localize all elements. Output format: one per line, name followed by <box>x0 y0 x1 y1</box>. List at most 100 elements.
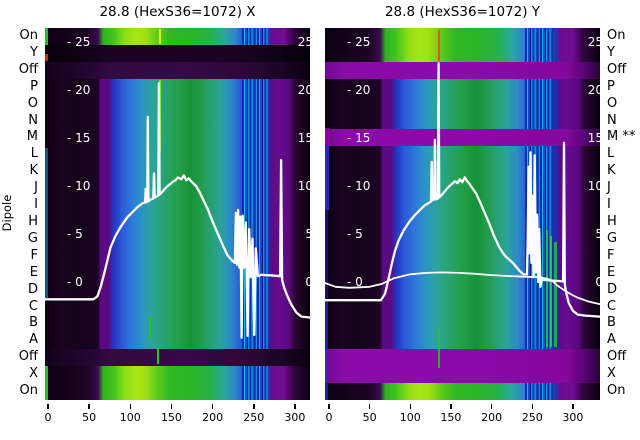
ytick-label-inner-right-10: 10 <box>297 179 310 193</box>
stripe-overlay <box>525 78 553 97</box>
row-label-right-F-13: F <box>607 247 615 263</box>
row-label-left-I-10: I <box>34 197 38 213</box>
row-label-right-H-11: H <box>607 214 617 229</box>
stripe-overlay <box>525 44 553 63</box>
ytick-label-inner-left-25: - 25 <box>67 35 91 49</box>
row-label-left-N-5: N <box>28 112 38 128</box>
row-label-left-D-15: D <box>27 281 38 297</box>
heatmap-row-on-21 <box>325 383 600 400</box>
accent-mark-5 <box>159 80 161 152</box>
row-label-left-H-11: H <box>28 214 38 229</box>
stripe-overlay <box>242 230 268 249</box>
stripe-overlay <box>525 315 553 334</box>
row-label-left-Off-19: Off <box>18 349 38 365</box>
stripe-overlay <box>242 315 268 334</box>
heatmap-row-g-12 <box>45 230 310 249</box>
stripe-overlay <box>525 214 553 232</box>
title-panel-x: 28.8 (HexS36=1072) X <box>99 4 256 20</box>
x-tick-mark-50 <box>88 404 90 409</box>
accent-mark-1 <box>325 146 329 210</box>
row-label-left-M-6: M <box>26 129 38 145</box>
heatmap-row-d-15 <box>45 281 310 300</box>
stripe-overlay <box>242 180 268 199</box>
heatmap-row-c-16 <box>325 298 600 317</box>
ytick-label-inner-left-15: - 15 <box>347 131 371 145</box>
stripe-overlay <box>242 264 268 283</box>
ytick-label-inner-right-0: 0 <box>305 275 310 289</box>
ytick-label-inner-right-15: 15 <box>587 131 600 145</box>
ytick-label-inner-left-10: - 10 <box>347 179 371 193</box>
heatmap-row-l-7 <box>45 146 310 165</box>
accent-mark-6 <box>546 230 548 347</box>
stripe-overlay <box>242 163 268 182</box>
x-tick-mark-250 <box>531 404 533 409</box>
heatmap-row-off-2 <box>45 61 310 80</box>
x-axis-panel-y: 0 50 100 150 200 250 300 <box>325 400 600 436</box>
x-tick-label-250: 250 <box>521 411 543 424</box>
row-label-right-G-12: G <box>607 230 618 246</box>
accent-mark-5 <box>438 328 440 368</box>
heatmap-row-a-18 <box>45 332 310 351</box>
stripe-overlay <box>525 180 553 199</box>
x-tick-mark-0 <box>328 404 330 409</box>
heatmap-row-y-1 <box>325 44 600 63</box>
x-tick-mark-300 <box>572 404 574 409</box>
heatmap-row-on-0 <box>45 28 310 46</box>
heatmap-row-o-4 <box>325 95 600 114</box>
heatmap-row-b-17 <box>45 315 310 334</box>
row-label-right-O-4: O <box>607 95 618 111</box>
accent-mark-0 <box>45 28 48 45</box>
heatmap-row-g-12 <box>325 230 600 249</box>
row-label-left-L-7: L <box>30 146 38 162</box>
row-label-left-B-17: B <box>29 315 38 331</box>
ytick-label-inner-left-20: - 20 <box>347 83 371 97</box>
x-tick-label-300: 300 <box>562 411 584 424</box>
ytick-label-inner-right-25: 25 <box>587 35 600 49</box>
accent-mark-2 <box>45 148 48 298</box>
row-label-right-Off-2: Off <box>607 61 627 77</box>
x-tick-label-200: 200 <box>481 411 503 424</box>
accent-mark-7 <box>157 348 159 364</box>
row-label-right-M-6: M ** <box>607 129 636 145</box>
heatmap-row-x-20 <box>325 366 600 385</box>
accent-mark-8 <box>554 242 557 347</box>
x-tick-mark-250 <box>253 404 255 409</box>
heatmap-row-c-16 <box>45 298 310 317</box>
row-label-right-J-9: J <box>607 180 611 196</box>
ytick-label-inner-left-15: - 15 <box>67 131 91 145</box>
stripe-overlay <box>242 78 268 97</box>
stripe-overlay <box>525 197 553 215</box>
x-axis-panel-x: 0 50 100 150 200 250 300 <box>45 400 310 436</box>
stripe-overlay <box>242 298 268 317</box>
x-tick-label-50: 50 <box>362 411 377 424</box>
ytick-label-inner-left-0: - 0 <box>347 275 363 289</box>
row-label-right-E-14: E <box>607 264 616 280</box>
stripe-overlay <box>525 332 553 351</box>
ytick-label-inner-left-5: - 5 <box>67 227 83 241</box>
row-label-left-F-13: F <box>30 247 38 263</box>
x-tick-mark-150 <box>450 404 452 409</box>
heatmap-panel-x: - 25 25 - 20 20 - 15 15 - 10 10 - 5 5 - 0 0 <box>45 28 310 400</box>
row-label-left-Off-2: Off <box>18 61 38 77</box>
stripe-overlay <box>242 366 268 385</box>
row-label-right-D-15: D <box>607 281 618 297</box>
ytick-label-inner-right-20: 20 <box>297 83 310 97</box>
stripe-overlay <box>242 383 268 400</box>
heatmap-row-b-17 <box>325 315 600 334</box>
heatmap-row-h-11 <box>45 214 310 232</box>
x-tick-mark-50 <box>368 404 371 409</box>
row-label-left-G-12: G <box>27 230 38 246</box>
x-tick-label-300: 300 <box>284 411 306 424</box>
x-tick-label-200: 200 <box>202 411 224 424</box>
row-label-right-X-20: X <box>607 366 616 382</box>
stripe-overlay <box>242 95 268 114</box>
heatmap-row-on-21 <box>45 383 310 400</box>
ytick-label-inner-left-5: - 5 <box>347 227 363 241</box>
heatmap-row-f-13 <box>325 247 600 266</box>
stripe-overlay <box>242 197 268 215</box>
accent-mark-4 <box>159 29 161 44</box>
x-tick-label-0: 0 <box>325 411 333 424</box>
accent-mark-7 <box>550 236 552 347</box>
accent-mark-0 <box>325 128 329 146</box>
